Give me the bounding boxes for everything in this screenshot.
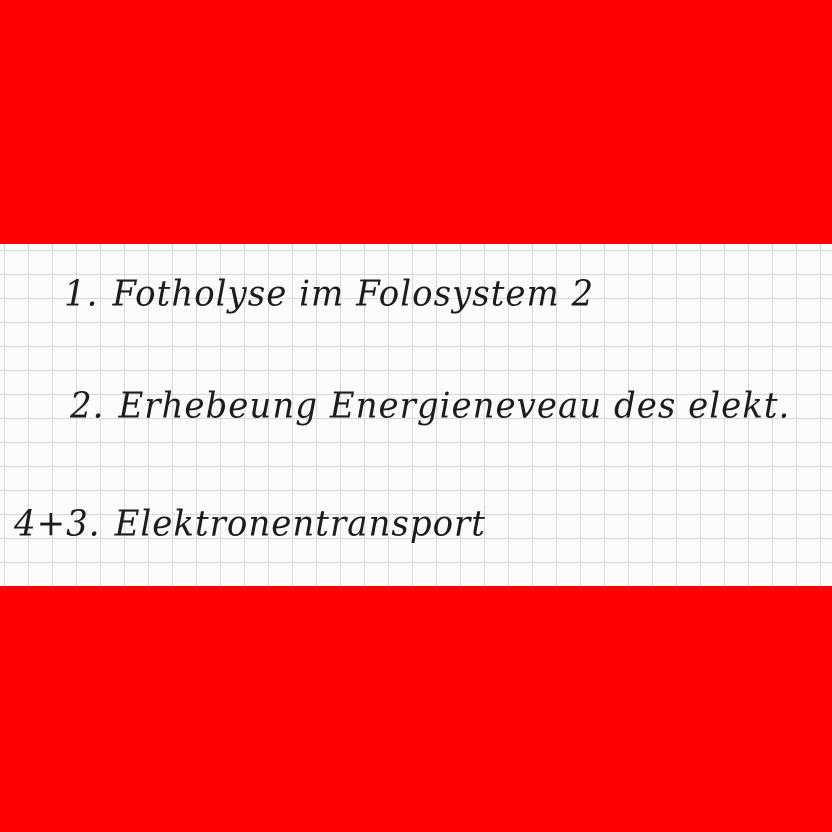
- grid-paper: 1. Fotholyse im Folosystem 2 2. Erhebeung …: [0, 244, 832, 586]
- note-text: Erhebeung Energieneveau des elekt.: [118, 385, 791, 427]
- note-number: 4+3.: [14, 503, 101, 545]
- red-band-bottom: [0, 586, 832, 832]
- note-line-2: 2. Erhebeung Energieneveau des elekt.: [70, 385, 790, 427]
- note-text: Fotholyse im Folosystem 2: [112, 273, 595, 315]
- note-line-3: 4+3. Elektronentransport: [14, 503, 486, 545]
- note-text: Elektronentransport: [114, 503, 486, 545]
- note-number: 1.: [64, 273, 99, 315]
- red-band-top: [0, 0, 832, 244]
- note-number: 2.: [70, 385, 105, 427]
- note-line-1: 1. Fotholyse im Folosystem 2: [64, 273, 594, 315]
